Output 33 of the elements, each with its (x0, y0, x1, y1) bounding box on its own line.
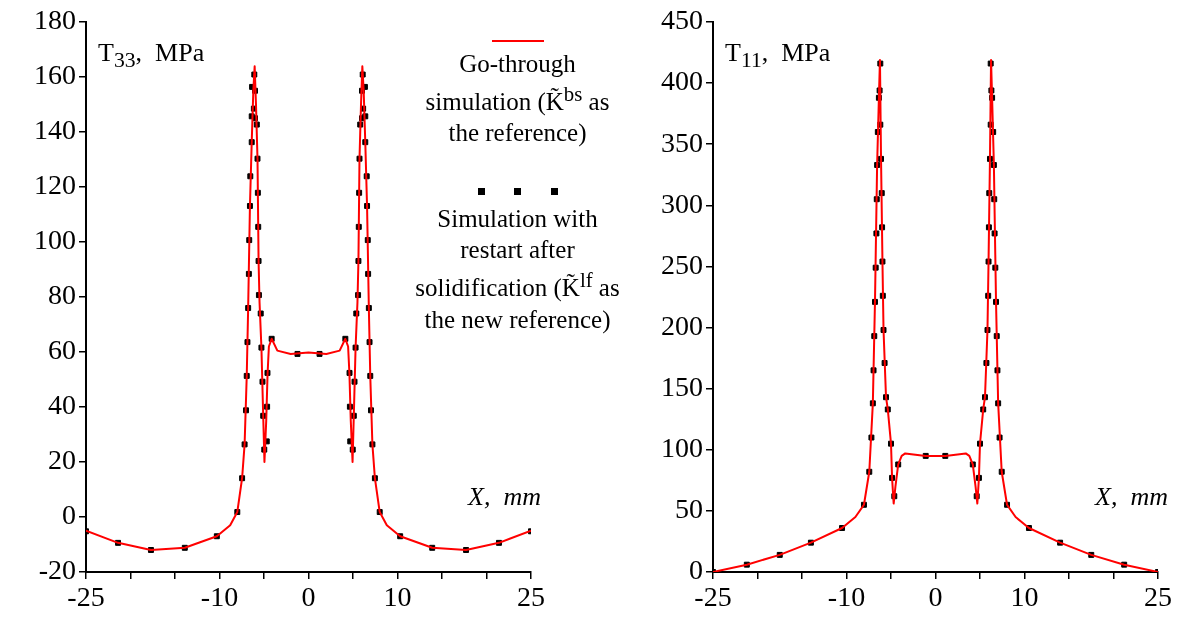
legend-label: Simulation with restart after solidification (K̃$^{lf}$ as the new reference) (414, 204, 621, 335)
y-tick-label: 160 (34, 59, 76, 91)
y-tick-label: 20 (48, 444, 76, 476)
y-tick-label: 140 (34, 114, 76, 146)
x-tick-label: 10 (1010, 581, 1039, 613)
y-tick-label: 250 (661, 248, 703, 280)
y-tick-label: 350 (661, 126, 703, 158)
x-tick-label: 10 (383, 581, 412, 613)
y-axis-title: T$_{33}$, MPa (98, 38, 205, 74)
y-tick-label: 200 (661, 309, 703, 341)
x-axis-title: X, mm (1095, 482, 1168, 512)
y-tick-label: 150 (661, 371, 703, 403)
y-tick-label: 100 (661, 432, 703, 464)
y-tick-label: 100 (34, 224, 76, 256)
x-tick-label: 0 (301, 581, 316, 613)
x-tick-label: -10 (827, 581, 866, 613)
y-tick-label: 0 (62, 499, 76, 531)
x-tick-label: -10 (200, 581, 239, 613)
x-tick-label: 0 (928, 581, 943, 613)
y-tick-label: 80 (48, 279, 76, 311)
y-tick-label: 120 (34, 169, 76, 201)
x-tick-label: 25 (1144, 581, 1172, 613)
y-tick-label: 180 (34, 4, 76, 36)
y-tick-label: 60 (48, 334, 76, 366)
y-tick-label: 40 (48, 389, 76, 421)
y-tick-label: 300 (661, 187, 703, 219)
y-axis-title: T$_{11}$, MPa (725, 38, 831, 74)
y-tick-label: 450 (661, 4, 703, 36)
legend-label: Go-through simulation (K̃$^{bs}$ as the reference) (424, 49, 611, 149)
x-axis-title: X, mm (468, 482, 541, 512)
x-tick-label: 25 (517, 581, 545, 613)
y-tick-label: 50 (675, 493, 703, 525)
y-tick-label: 400 (661, 65, 703, 97)
